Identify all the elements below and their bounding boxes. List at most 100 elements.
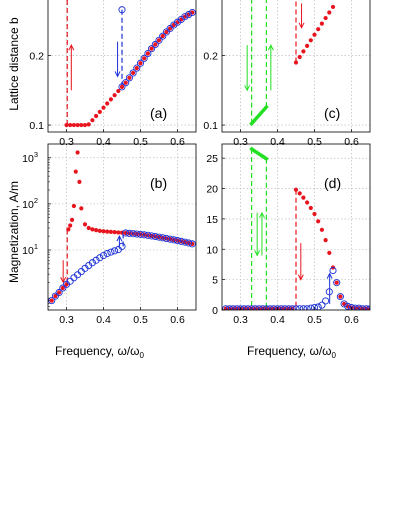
xtick-label-a-0: 0.3 <box>59 136 74 148</box>
axes-frame-a <box>47 0 197 133</box>
point-b-s1-19 <box>118 242 126 250</box>
point-a-s1-3 <box>129 69 137 77</box>
ytick-label-d-0: 0 <box>212 305 218 317</box>
ytick-label-d-5: 25 <box>206 153 218 165</box>
point-b-s0-0 <box>49 298 54 303</box>
point-d-s0-27 <box>323 238 328 243</box>
point-b-s0-17 <box>97 228 102 233</box>
point-b-s0-14 <box>86 225 91 231</box>
point-b-s1-22 <box>129 230 137 238</box>
xlabel-left-main: Frequency, ω/ω <box>55 344 140 358</box>
point-c-s1-6 <box>316 27 321 32</box>
point-a-s0-23 <box>149 46 154 51</box>
point-d-s1-26 <box>318 301 326 309</box>
point-c-s1-3 <box>305 43 310 48</box>
point-a-s0-24 <box>153 42 158 47</box>
point-a-s0-13 <box>112 93 117 98</box>
point-d-s1-37 <box>359 305 367 310</box>
point-a-s0-4 <box>79 122 84 128</box>
arrow-head-c-0 <box>244 85 251 92</box>
point-b-s1-28 <box>151 232 159 241</box>
point-a-s0-21 <box>142 56 147 61</box>
point-c-s1-4 <box>308 38 313 43</box>
point-b-s1-31 <box>162 234 170 243</box>
arrow-c-2 <box>298 3 305 29</box>
point-a-s0-6 <box>86 122 91 127</box>
ytick-label-b-2: 103 <box>22 150 38 165</box>
point-d-s0-26 <box>319 227 324 232</box>
point-a-s0-12 <box>108 97 113 102</box>
point-d-s1-33 <box>344 302 352 310</box>
arrow-a-0 <box>68 44 75 91</box>
point-d-s1-6 <box>244 305 252 310</box>
point-b-s0-18 <box>101 229 106 234</box>
plot-area-d <box>222 146 370 310</box>
xlabel-right-main: Frequency, ω/ω <box>247 344 332 358</box>
point-a-s0-30 <box>175 20 180 25</box>
point-b-s0-2 <box>57 290 62 295</box>
point-b-s0-11 <box>77 179 82 184</box>
point-b-s0-6 <box>68 223 73 228</box>
xtick-label-a-3: 0.6 <box>170 136 185 148</box>
arrow-d-0 <box>254 212 261 257</box>
point-d-s1-27 <box>322 297 330 305</box>
point-a-s0-2 <box>71 122 76 128</box>
point-d-s1-12 <box>266 305 274 310</box>
point-b-s1-14 <box>99 251 108 260</box>
point-a-s0-27 <box>164 29 169 35</box>
point-a-s0-17 <box>127 75 132 80</box>
ytick-label-a-1: 0.2 <box>29 51 44 63</box>
point-d-s1-0 <box>222 305 230 310</box>
xtick-label-c-0: 0.3 <box>233 136 248 148</box>
point-d-s1-20 <box>296 305 304 310</box>
point-a-s0-5 <box>82 122 88 128</box>
point-a-s1-4 <box>133 64 141 72</box>
point-a-s1-9 <box>151 40 159 49</box>
point-b-s1-20 <box>122 229 130 237</box>
xtick-label-d-2: 0.5 <box>307 314 322 326</box>
point-d-s1-34 <box>347 304 356 310</box>
point-a-s1-6 <box>140 54 148 62</box>
point-a-s0-3 <box>75 122 80 128</box>
ytick-base-b-1: 10 <box>22 199 34 211</box>
point-b-s1-17 <box>111 247 119 255</box>
arrow-c-0 <box>244 45 251 92</box>
ytick-label-d-4: 20 <box>206 184 218 196</box>
point-b-s1-11 <box>88 259 96 267</box>
point-d-s2-4 <box>256 151 262 157</box>
panel-label-c: (c) <box>324 105 340 121</box>
arrow-head-c-2 <box>298 22 305 29</box>
arrow-head-b-0 <box>60 277 67 284</box>
point-c-s1-7 <box>319 21 324 26</box>
ytick-label-b-0: 101 <box>22 242 38 257</box>
panel-label-b: (b) <box>150 175 167 191</box>
ytick-label-d-1: 5 <box>212 275 218 287</box>
point-d-s1-10 <box>259 305 267 310</box>
point-a-s0-28 <box>168 26 173 31</box>
arrow-head-a-0 <box>68 44 75 51</box>
arrow-head-d-3 <box>326 272 333 279</box>
point-d-s0-28 <box>327 250 332 256</box>
point-d-s1-19 <box>292 305 300 310</box>
point-c-s1-2 <box>301 49 306 54</box>
point-b-s0-21 <box>112 230 117 235</box>
point-d-s1-16 <box>281 305 289 310</box>
xtick-label-b-0: 0.3 <box>59 314 74 326</box>
point-d-s1-21 <box>299 305 307 310</box>
point-c-s0-4 <box>256 112 262 118</box>
point-d-s1-8 <box>251 305 259 310</box>
ytick-base-b-2: 10 <box>22 153 34 165</box>
point-a-s1-5 <box>136 59 145 67</box>
point-d-s1-23 <box>307 304 315 310</box>
axes-frame-b <box>47 143 197 311</box>
point-a-s1-0 <box>118 83 126 91</box>
point-b-s0-7 <box>69 217 75 222</box>
point-d-s1-15 <box>277 305 285 310</box>
arrow-d-1 <box>259 211 265 256</box>
point-b-s1-27 <box>148 232 156 240</box>
arrow-head-b-1 <box>116 235 123 242</box>
point-d-s1-36 <box>355 304 363 310</box>
point-d-s1-14 <box>273 305 282 310</box>
point-a-s2-0 <box>118 6 126 14</box>
